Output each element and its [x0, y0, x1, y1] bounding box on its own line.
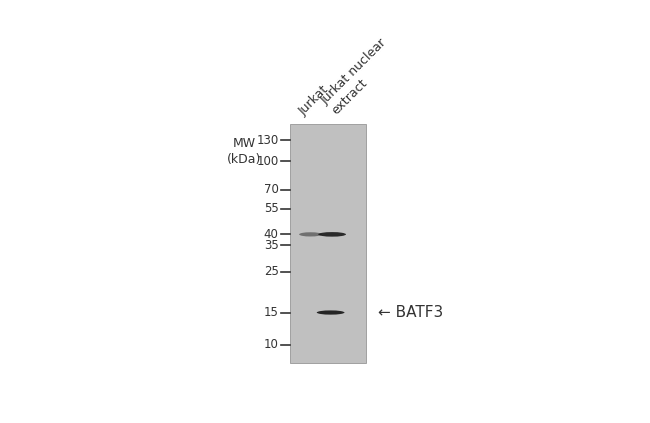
Ellipse shape: [318, 232, 346, 236]
Text: ← BATF3: ← BATF3: [378, 305, 443, 320]
Text: 130: 130: [257, 134, 279, 147]
Text: 70: 70: [264, 183, 279, 196]
Ellipse shape: [299, 232, 322, 236]
Ellipse shape: [317, 310, 345, 315]
Text: MW
(kDa): MW (kDa): [227, 137, 261, 166]
Text: 100: 100: [257, 155, 279, 168]
Text: 10: 10: [264, 338, 279, 352]
Text: 40: 40: [264, 228, 279, 241]
Text: Jurkat: Jurkat: [296, 83, 331, 118]
Text: Jurkat nuclear
extract: Jurkat nuclear extract: [318, 36, 400, 118]
Text: 35: 35: [264, 239, 279, 252]
Text: 15: 15: [264, 306, 279, 319]
Bar: [291, 124, 366, 363]
Text: 25: 25: [264, 265, 279, 278]
Text: 55: 55: [264, 203, 279, 215]
